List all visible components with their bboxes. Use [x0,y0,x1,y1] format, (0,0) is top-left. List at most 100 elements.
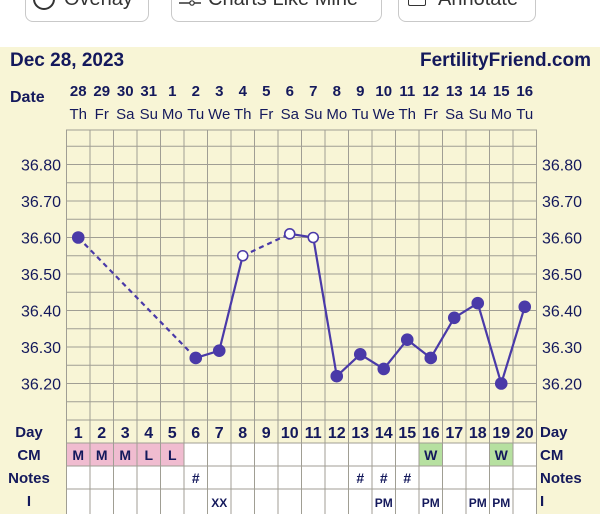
checkbox-icon [408,0,426,6]
row-label-day-right: Day [540,424,568,441]
cm-cell-fill [66,443,90,466]
temperature-line [500,306,526,384]
date-tick-label: 1 [168,83,176,100]
weekday-tick-label: Sa [445,106,464,123]
cycle-day-label: 15 [398,425,416,442]
y-tick-label-right: 36.50 [542,267,582,284]
cm-cell-fill [489,443,513,466]
y-tick-label-left: 36.40 [21,304,61,321]
temperature-line [429,317,456,359]
cycle-day-label: 8 [238,425,247,442]
temperature-point [330,369,344,383]
temperature-point [71,231,85,244]
temperature-point [400,333,414,347]
y-tick-label-right: 36.80 [542,158,582,175]
weekday-tick-label: Sa [116,106,135,123]
weekday-tick-label: Th [398,106,416,123]
annotate-label: Annotate [438,0,518,11]
weekday-tick-label: Fr [259,106,273,123]
chart-date: Dec 28, 2023 [10,50,125,71]
temperature-point [189,351,203,365]
y-tick-label-right: 36.60 [542,231,582,248]
weekday-tick-label: Tu [352,106,369,123]
row-label-notes-left: Notes [8,470,50,487]
cycle-day-label: 12 [328,425,346,442]
temperature-line [476,302,503,384]
y-tick-label-right: 36.20 [542,377,582,394]
weekday-tick-label: Mo [162,106,183,123]
weekday-tick-label: Mo [491,106,512,123]
cycle-day-label: 13 [351,425,369,442]
date-tick-label: 31 [140,83,157,100]
cycle-day-label: 19 [492,425,510,442]
temperature-point [471,296,485,310]
weekday-tick-label: We [373,106,395,123]
y-tick-label-right: 36.30 [542,340,582,357]
cycle-day-label: 4 [144,425,153,442]
weekday-tick-label: Tu [516,106,533,123]
overlay-label: Overlay [64,0,133,11]
date-tick-label: 10 [375,83,392,100]
date-tick-label: 12 [422,83,439,100]
row-label-cm-left: CM [17,447,40,464]
date-tick-label: 9 [356,83,364,100]
weekday-tick-label: Sa [281,106,300,123]
cycle-day-label: 16 [422,425,440,442]
weekday-tick-label: Th [69,106,87,123]
cycle-day-label: 6 [191,425,200,442]
date-tick-label: 16 [516,83,533,100]
overlay-button[interactable] [25,0,149,22]
notes-value: # [356,470,364,486]
date-tick-label: 29 [93,83,110,100]
temperature-point [424,351,438,365]
cycle-day-label: 14 [375,425,393,442]
intercourse-value: PM [422,496,440,510]
temperature-point [212,344,226,357]
charts-like-mine-icon [179,0,201,6]
y-tick-label-left: 36.80 [21,158,61,175]
y-tick-label-left: 36.30 [21,340,61,357]
temperature-point [353,347,367,361]
intercourse-value: PM [469,496,487,510]
cycle-day-label: 18 [469,425,487,442]
cm-value: W [495,447,509,463]
cm-cell-fill [419,443,443,466]
cm-cell-fill [113,443,137,466]
annotate-button[interactable] [398,0,536,22]
weekday-tick-label: Mo [326,106,347,123]
brand-label: FertilityFriend.com [419,50,591,71]
date-tick-label: 4 [239,83,248,100]
temperature-line [312,237,338,377]
temperature-point [518,300,532,314]
cm-value: M [72,447,84,463]
cycle-day-label: 10 [281,425,299,442]
cycle-day-label: 9 [262,425,271,442]
date-tick-label: 30 [117,83,134,100]
y-tick-label-right: 36.70 [542,194,582,211]
weekday-tick-label: Th [234,106,252,123]
weekday-tick-label: Su [469,106,487,123]
charts-like-mine-button[interactable] [171,0,382,22]
temperature-point-open [236,249,249,262]
weekday-tick-label: Su [140,106,158,123]
notes-value: # [380,470,388,486]
y-tick-label-left: 36.60 [21,231,61,248]
date-tick-label: 8 [333,83,341,100]
row-label-cm-right: CM [540,447,563,464]
date-tick-label: 3 [215,83,223,100]
cycle-day-label: 5 [168,425,177,442]
temperature-point [447,311,461,325]
cycle-day-label: 20 [516,425,534,442]
cm-value: M [96,447,108,463]
cm-value: L [144,447,153,463]
temperature-line-dashed [77,236,197,359]
cm-cell-fill [160,443,184,466]
temperature-point [494,377,508,390]
cm-cell-fill [137,443,161,466]
temperature-point-open [307,231,320,244]
date-row-label: Date [10,89,45,106]
date-tick-label: 11 [399,83,415,100]
cycle-day-label: 11 [305,425,322,442]
cycle-day-label: 7 [215,425,224,442]
